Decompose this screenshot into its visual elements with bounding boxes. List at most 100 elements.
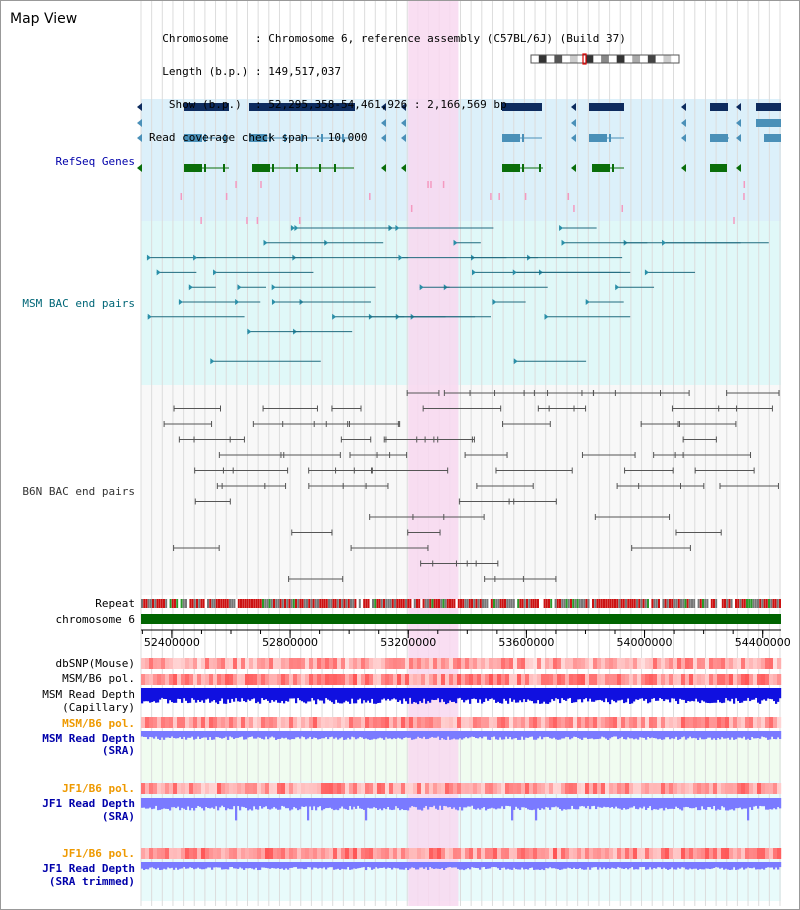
jf1-sra-depth-bar [705,798,708,810]
jf1-trimmed-depth-bar [355,862,358,869]
msm-b6-pol-cell [285,717,290,728]
jf1-trimmed-depth-bar [507,862,510,869]
jf1-b6-pol-cell [765,848,770,859]
chromosome-bar [141,614,781,624]
msm-sra-depth-bar [465,731,468,738]
msm-b6-pol-cell [633,674,638,685]
jf1-sra-depth-bar [241,798,244,807]
dbsnp-cell [229,658,234,669]
msm-capillary-depth-bar [495,688,498,703]
refseq-minor-tick [369,193,371,200]
msm-b6-pol-cell [441,717,446,728]
msm-b6-pol-cell [477,674,482,685]
repeat-element [292,599,295,608]
msm-sra-depth-bar [643,731,646,738]
msm-bac-end [512,269,517,276]
jf1-sra-depth-bar [307,798,310,821]
msm-sra-depth-bar [319,731,322,739]
msm-capillary-depth-bar [533,688,536,704]
msm-capillary-depth-bar [553,688,556,701]
repeat-element [616,599,619,608]
repeat-element [376,599,379,608]
jf1-sra-depth-bar [243,798,246,808]
jf1-sra-depth-bar [465,798,468,808]
msm-capillary-depth-bar [321,688,324,701]
jf1-trimmed-depth-bar [647,862,650,870]
jf1-sra-depth-bar [617,798,620,809]
msm-sra-depth-bar [295,731,298,738]
msm-sra-depth-bar [263,731,266,740]
jf1-sra-depth-bar [489,798,492,809]
jf1-b6-pol-cell [705,848,710,859]
msm-sra-depth-bar [667,731,670,738]
chromosome-ideogram[interactable] [530,53,680,65]
refseq-minor-tick [225,193,228,200]
repeat-element [299,599,302,608]
msm-b6-pol-cell [765,717,770,728]
repeat-element [611,599,614,608]
repeat-element [363,599,366,608]
msm-b6-pol-cell [621,717,626,728]
jf1-sra-depth-bar [147,798,150,809]
jf1-trimmed-depth-bar [165,862,168,870]
jf1-b6-pol-cell [717,783,722,794]
jf1-sra-depth-bar [427,798,430,810]
msm-capillary-depth-bar [721,688,724,704]
jf1-sra-depth-bar [615,798,618,807]
msm-sra-depth-bar [315,731,318,738]
dbsnp-cell [477,658,482,669]
repeat-element [235,599,238,608]
show-range-line: Show (b.p.) : 52,295,358-54,461,926 : 2,… [149,98,507,111]
jf1-trimmed-depth-bar [519,862,522,870]
highlighted-region [408,1,459,906]
msm-sra-depth-bar [525,731,528,738]
msm-capillary-depth-bar [491,688,494,699]
msm-b6-pol-cell [253,717,258,728]
msm-b6-pol-cell [741,717,746,728]
msm-b6-pol-cell [425,674,430,685]
msm-capillary-depth-bar [327,688,330,700]
msm-capillary-depth-bar [687,688,690,702]
b6n-bac-track-label[interactable]: B6N BAC end pairs [22,485,135,498]
gene-strand-arrow [571,164,576,172]
msm-bac-track-label[interactable]: MSM BAC end pairs [22,297,135,310]
msm-b6-pol-cell [225,717,230,728]
msm-sra-depth-bar [251,731,254,737]
jf1-sra-depth-bar [459,798,462,807]
msm-b6-pol-cell [501,717,506,728]
jf1-b6-pol-cell [601,783,606,794]
jf1-b6-pol-cell [181,848,186,859]
jf1-b6-pol-cell [433,783,438,794]
refseq-track-label[interactable]: RefSeq Genes [56,155,135,168]
msm-sra-depth-bar [615,731,618,737]
jf1-trimmed-depth-bar [431,862,434,869]
repeat-element [523,599,526,608]
msm-capillary-depth-bar [279,688,282,703]
msm-sra-depth-bar [491,731,494,738]
msm-b6-pol-cell [397,674,402,685]
msm-capillary-depth-bar [275,688,278,701]
msm-capillary-depth-bar [595,688,598,701]
jf1-trimmed-depth-bar [269,862,272,869]
msm-capillary-depth-bar [291,688,294,699]
jf1-sra-depth-bar [511,798,514,821]
dbsnp-cell [581,658,586,669]
msm-b6-pol-cell [637,674,642,685]
jf1-sra-depth-bar [403,798,406,811]
jf1-b6-pol-cell [301,783,306,794]
jf1-b6-pol-cell [173,848,178,859]
msm-b6-pol-cell [301,674,306,685]
msm-capillary-depth-bar [517,688,520,703]
jf1-b6-pol-cell [305,848,310,859]
msm-b6-pol-cell [213,674,218,685]
jf1-sra-depth-bar [447,798,450,808]
jf1-sra-depth-bar [665,798,668,808]
repeat-element [517,599,520,608]
jf1-sra-depth-bar [645,798,648,810]
msm-b6-pol-cell [169,674,174,685]
repeat-element [226,599,229,608]
jf1-b6-pol-2-label: JF1/B6 pol. [62,847,135,860]
msm-b6-pol-cell [365,674,370,685]
msm-sra-depth-bar [563,731,566,739]
